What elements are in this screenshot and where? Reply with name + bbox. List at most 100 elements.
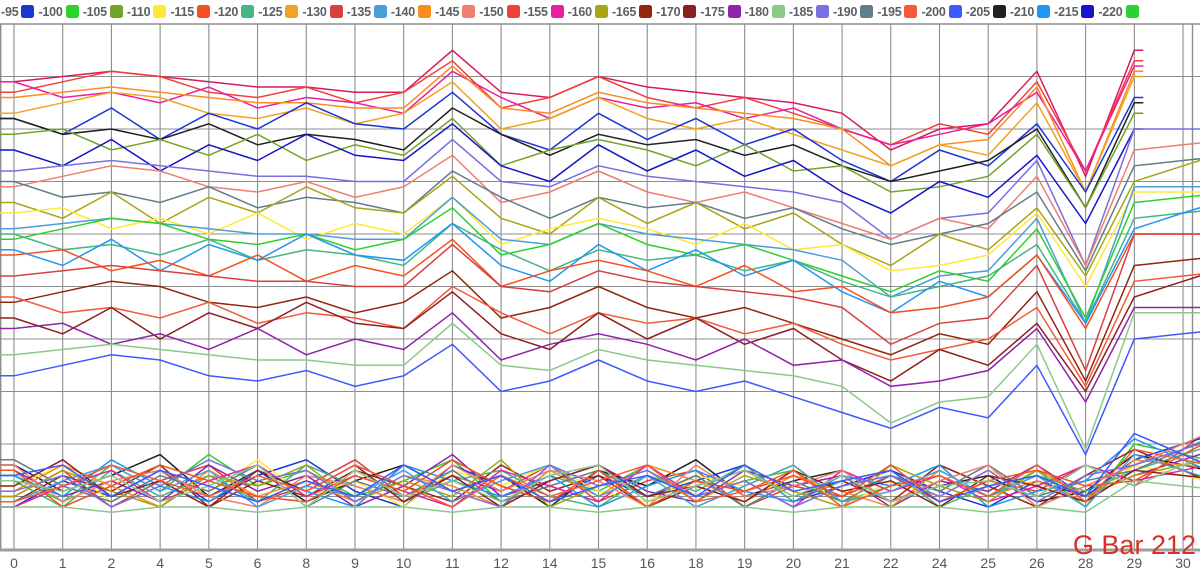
legend-item[interactable]: -190 (816, 5, 857, 19)
legend-swatch-icon (1037, 5, 1051, 18)
plot-grid-and-series: 0 1 2 4 5 6 8 9 10 11 12 14 15 16 18 19 20 21 22 24 25 26 28 29… (0, 23, 1200, 571)
legend-item[interactable]: -135 (329, 4, 371, 19)
series-line--200 (0, 273, 1200, 388)
series-line (0, 480, 1200, 514)
legend-swatch-icon (153, 5, 167, 18)
legend-swatch-icon (241, 5, 255, 18)
series-line (0, 437, 1200, 508)
legend-label: -130 (302, 4, 327, 19)
chart-area: 0 1 2 4 5 6 8 9 10 11 12 14 15 16 18 19 20 21 22 24 25 26 28 29… (0, 23, 1200, 572)
legend-swatch-icon (639, 5, 653, 18)
legend-item[interactable]: -195 (860, 4, 902, 19)
legend-item-clipped[interactable] (1125, 5, 1143, 18)
legend-label: -105 (82, 4, 107, 19)
legend-item[interactable]: -170 (639, 4, 681, 19)
legend-label: -175 (700, 4, 725, 19)
legend-item[interactable]: -95 (1, 4, 19, 19)
series-line--105 (0, 194, 1200, 320)
legend-label: -145 (435, 4, 460, 19)
legend-item[interactable]: -210 (992, 5, 1034, 19)
legend-item[interactable]: -130 (285, 4, 327, 19)
series-line--120 (0, 233, 1200, 330)
legend-label: -100 (38, 4, 63, 19)
legend-swatch-icon (550, 5, 564, 18)
legend-item[interactable]: -180 (727, 5, 769, 19)
legend-label: -95 (1, 4, 19, 19)
legend-label: -135 (346, 4, 371, 19)
x-axis-tick-label: 16 (639, 555, 655, 571)
legend-item[interactable]: -125 (241, 5, 283, 19)
x-axis-tick-label: 29 (1127, 555, 1143, 571)
legend-swatch-icon (196, 5, 210, 18)
series-line--155 (0, 59, 1144, 173)
x-axis-tick-label: 19 (737, 555, 753, 571)
legend-item[interactable]: -140 (373, 5, 415, 19)
legend-item[interactable]: -145 (418, 5, 459, 19)
x-axis-tick-label: 15 (591, 555, 607, 571)
legend-swatch-icon (948, 5, 962, 18)
series-line (0, 448, 1200, 508)
series-line--100 (0, 91, 1144, 194)
series-line (0, 444, 1200, 508)
x-axis-tick-label: 14 (542, 555, 558, 571)
legend-item[interactable]: -205 (948, 5, 990, 19)
series-line (0, 457, 1200, 508)
legend-swatch-icon (285, 5, 299, 18)
series-line--160 (0, 65, 1144, 173)
legend-item[interactable]: -185 (771, 4, 814, 19)
series-line--185 (0, 312, 1200, 452)
legend-swatch-icon (860, 5, 874, 18)
legend-label: -115 (170, 4, 194, 19)
series-line--125 (0, 210, 1200, 325)
legend-label: -155 (523, 4, 548, 19)
legend-item[interactable]: -100 (21, 4, 63, 19)
legend-label: -185 (788, 4, 814, 19)
series-line--115 (0, 191, 1200, 288)
legend-swatch-icon (418, 5, 432, 18)
series-line--165 (0, 159, 1200, 278)
legend-item[interactable]: -155 (506, 4, 548, 19)
legend-label: -195 (877, 4, 902, 19)
series-line--170 (0, 257, 1200, 383)
x-axis-tick-label: 11 (445, 555, 460, 571)
x-axis-tick-label: 20 (786, 555, 802, 571)
legend-item[interactable]: -175 (683, 4, 725, 19)
legend-swatch-icon (506, 5, 520, 18)
x-axis-tick-label: 6 (254, 555, 262, 571)
legend-item[interactable]: -150 (462, 4, 504, 19)
series-line--145 (0, 65, 1144, 194)
legend-swatch-icon (21, 5, 35, 18)
legend-label: -150 (479, 4, 504, 19)
chart-annotation: G Bar 212 (1073, 530, 1196, 560)
legend-item[interactable]: -200 (904, 5, 946, 19)
chart-legend: -95 -100 -105 -110 -115 -120 -125 -130 -135 -140 -… (0, 0, 1200, 23)
series-line--110 (0, 112, 1144, 210)
x-axis-tick-label: 18 (688, 555, 704, 571)
x-axis-tick-label: 8 (302, 555, 310, 571)
legend-item[interactable]: -220 (1081, 5, 1123, 19)
legend-item[interactable]: -110 (109, 5, 151, 19)
legend-label: -170 (656, 4, 681, 19)
legend-swatch-icon (727, 5, 741, 18)
legend-label: -190 (833, 4, 858, 19)
x-axis-tick-label: 28 (1078, 555, 1094, 571)
x-axis-tick-label: 0 (10, 555, 18, 571)
x-axis-tick-label: 24 (932, 555, 948, 571)
x-axis-tick-label: 5 (205, 555, 213, 571)
legend-item[interactable]: -105 (65, 4, 107, 19)
legend-item[interactable]: -165 (594, 5, 636, 19)
x-axis-tick-label: 2 (108, 555, 116, 571)
legend-item[interactable]: -160 (550, 5, 592, 19)
legend-swatch-icon (1125, 5, 1139, 18)
legend-swatch-icon (904, 5, 918, 18)
series-line--205 (0, 331, 1200, 457)
legend-item[interactable]: -215 (1037, 5, 1079, 19)
legend-item[interactable]: -120 (196, 5, 238, 19)
legend-swatch-icon (109, 5, 123, 18)
legend-swatch-icon (683, 5, 697, 18)
series-line (0, 453, 1200, 508)
series-line--95 (0, 49, 1144, 179)
series-line--175 (0, 275, 1200, 393)
legend-item[interactable]: -115 (153, 5, 194, 19)
